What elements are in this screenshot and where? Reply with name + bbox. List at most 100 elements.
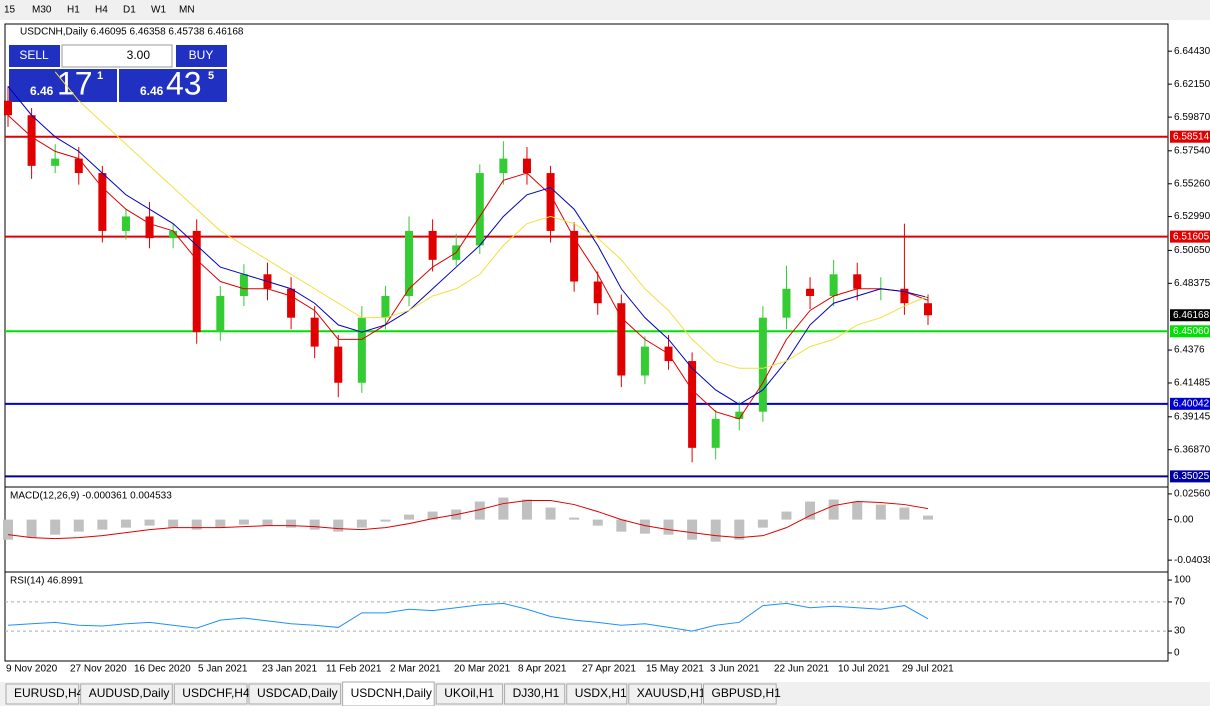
buy-button[interactable]: [176, 45, 227, 67]
macd-bar: [474, 501, 485, 520]
timeframe-button[interactable]: M30: [32, 5, 52, 16]
candle-body: [121, 216, 130, 231]
buy-label: BUY: [189, 48, 214, 62]
ask-frac: 5: [208, 70, 214, 82]
volume-input[interactable]: [61, 44, 173, 68]
candle-body: [640, 346, 649, 376]
x-tick-label: 9 Nov 2020: [6, 664, 58, 675]
tab-label[interactable]: USDCHF,H4: [182, 686, 250, 700]
candle-body: [829, 274, 838, 296]
y-tick-label: 0.00: [1174, 514, 1194, 525]
tab-label[interactable]: EURUSD,H4: [14, 686, 84, 700]
macd-bar: [215, 519, 226, 528]
tab[interactable]: [435, 683, 504, 705]
y-tick-label: 6.59870: [1174, 112, 1210, 123]
y-tick-label: 6.57540: [1174, 145, 1210, 156]
timeframe-button[interactable]: H1: [67, 5, 80, 16]
x-tick-label: 22 Jun 2021: [774, 664, 829, 675]
candle-body: [546, 173, 555, 231]
tab-label[interactable]: USDCNH,Daily: [351, 686, 432, 700]
x-tick-label: 20 Mar 2021: [454, 664, 511, 675]
tab[interactable]: [566, 683, 628, 705]
macd-bar: [262, 519, 273, 526]
x-tick-label: 8 Apr 2021: [518, 664, 567, 675]
timeframe-button[interactable]: W1: [151, 5, 166, 16]
level-label: 6.35025: [1173, 471, 1210, 482]
x-tick-label: 23 Jan 2021: [262, 664, 317, 675]
level-label-box: [1170, 230, 1210, 243]
bid-frac: 1: [97, 70, 103, 82]
candle-body: [216, 295, 225, 333]
tab[interactable]: [703, 683, 777, 705]
tab-label[interactable]: USDX,H1: [575, 686, 627, 700]
candle-body: [145, 216, 154, 239]
y-tick-label: 0: [1174, 648, 1180, 659]
level-label: 6.58514: [1173, 131, 1210, 142]
candle-body: [475, 173, 484, 246]
tab[interactable]: [504, 683, 566, 705]
bid-box[interactable]: [9, 69, 117, 102]
tab-label[interactable]: DJ30,H1: [513, 686, 560, 700]
level-label-box: [1170, 130, 1210, 143]
x-tick-label: 11 Feb 2021: [326, 664, 382, 675]
y-tick-label: 0.025609: [1174, 489, 1210, 500]
macd-bar: [757, 519, 768, 528]
ask-box[interactable]: [119, 69, 227, 102]
macd-bar: [521, 499, 532, 520]
timeframe-button[interactable]: 15: [4, 5, 16, 16]
tab[interactable]: [5, 683, 80, 705]
tab[interactable]: [80, 683, 173, 705]
macd-bar: [120, 519, 131, 528]
candle-body: [617, 303, 626, 376]
y-tick-label: 6.39145: [1174, 411, 1210, 422]
candle-body: [853, 274, 862, 289]
macd-bar: [875, 504, 886, 520]
tab-label[interactable]: GBPUSD,H1: [712, 686, 782, 700]
macd-bar: [545, 507, 556, 520]
rsi-line: [7, 602, 929, 632]
macd-bar: [309, 519, 320, 530]
candle-body: [27, 115, 36, 166]
y-tick-label: 6.4376: [1174, 345, 1205, 356]
y-tick-label: 6.64430: [1174, 46, 1210, 57]
tab[interactable]: [628, 683, 702, 705]
tab-label[interactable]: AUDUSD,Daily: [89, 686, 170, 700]
tab[interactable]: [173, 683, 248, 705]
macd-bar: [923, 515, 933, 520]
candle-body: [758, 317, 767, 412]
tab-label[interactable]: UKOil,H1: [444, 686, 494, 700]
level-label: 6.40042: [1173, 398, 1210, 409]
timeframe-button[interactable]: D1: [123, 5, 136, 16]
y-tick-label: 6.41485: [1174, 378, 1210, 389]
tab-label[interactable]: XAUUSD,H1: [637, 686, 706, 700]
x-tick-label: 2 Mar 2021: [390, 664, 441, 675]
candle-body: [310, 317, 319, 347]
y-tick-label: 6.36870: [1174, 444, 1210, 455]
candle-body: [357, 317, 366, 383]
moving-average: [54, 71, 929, 369]
ask-pips: 43: [166, 65, 202, 101]
macd-title: MACD(12,26,9) -0.000361 0.004533: [10, 491, 172, 502]
macd-bar: [710, 519, 721, 542]
tab-label[interactable]: USDCAD,Daily: [257, 686, 338, 700]
x-tick-label: 27 Apr 2021: [582, 664, 636, 675]
x-tick-label: 3 Jun 2021: [710, 664, 760, 675]
y-tick-label: 6.50650: [1174, 245, 1210, 256]
timeframe-button[interactable]: MN: [179, 5, 195, 16]
x-tick-label: 27 Nov 2020: [70, 664, 127, 675]
toolbar: [0, 0, 1210, 20]
level-label-box: [1170, 325, 1210, 338]
candle-body: [735, 411, 744, 419]
macd-signal: [7, 500, 929, 540]
macd-bar: [592, 519, 603, 526]
timeframe-button[interactable]: H4: [95, 5, 108, 16]
tab[interactable]: [248, 683, 342, 705]
level-label-box: [1170, 397, 1210, 410]
candle-body: [570, 230, 579, 282]
x-tick-label: 10 Jul 2021: [838, 664, 890, 675]
tab[interactable]: [342, 681, 435, 707]
candle-body: [924, 303, 932, 316]
sell-button[interactable]: [9, 45, 60, 67]
candle-body: [782, 288, 791, 318]
